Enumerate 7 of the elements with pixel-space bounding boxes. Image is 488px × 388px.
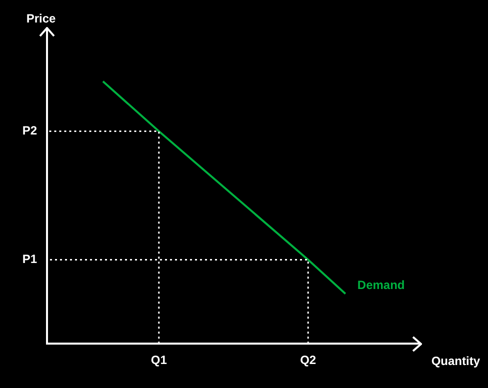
y-axis-title: Price — [26, 11, 56, 26]
text: P1 — [22, 252, 38, 266]
text: P2 — [22, 124, 38, 138]
x-tick-label: Q2 — [300, 353, 316, 368]
series-label: Demand — [357, 278, 405, 292]
x-axis-title: Quantity — [431, 354, 480, 368]
x-tick-label: Q1 — [150, 353, 168, 368]
